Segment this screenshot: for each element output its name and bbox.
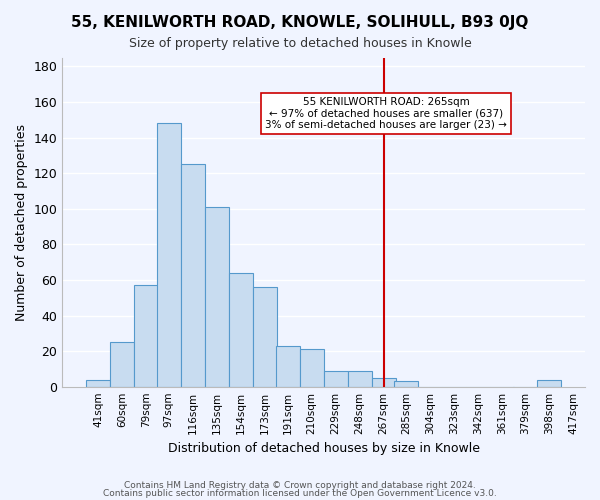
Bar (253, 287, 277, 386)
Text: 55 KENILWORTH ROAD: 265sqm
← 97% of detached houses are smaller (637)
3% of semi: 55 KENILWORTH ROAD: 265sqm ← 97% of deta… (265, 97, 508, 130)
Bar (86, 380, 110, 386)
Y-axis label: Number of detached properties: Number of detached properties (15, 124, 28, 320)
Bar (134, 286, 158, 386)
Bar (299, 350, 323, 387)
Bar (537, 380, 561, 386)
Bar (181, 164, 205, 386)
Bar (323, 370, 347, 386)
Text: Contains public sector information licensed under the Open Government Licence v3: Contains public sector information licen… (103, 488, 497, 498)
Bar (205, 207, 229, 386)
Bar (157, 124, 181, 386)
Bar (394, 382, 418, 386)
Bar (347, 370, 371, 386)
Text: Size of property relative to detached houses in Knowle: Size of property relative to detached ho… (128, 38, 472, 51)
Text: Contains HM Land Registry data © Crown copyright and database right 2024.: Contains HM Land Registry data © Crown c… (124, 481, 476, 490)
X-axis label: Distribution of detached houses by size in Knowle: Distribution of detached houses by size … (167, 442, 479, 455)
Bar (371, 378, 395, 386)
Text: 55, KENILWORTH ROAD, KNOWLE, SOLIHULL, B93 0JQ: 55, KENILWORTH ROAD, KNOWLE, SOLIHULL, B… (71, 15, 529, 30)
Bar (275, 346, 299, 387)
Bar (229, 273, 253, 386)
Bar (110, 342, 134, 386)
